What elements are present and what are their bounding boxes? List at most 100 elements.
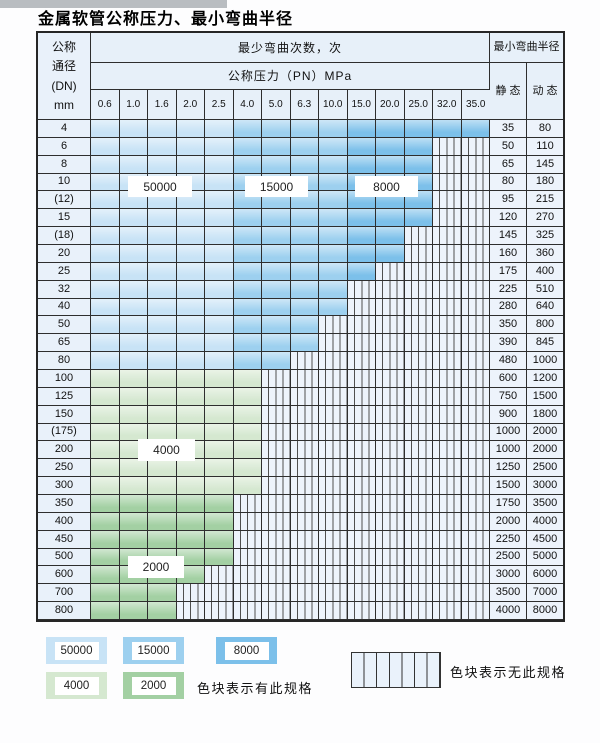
grid-cell-no-spec: [461, 280, 490, 299]
grid-cell-spec-available: [376, 245, 405, 263]
grid-cell-no-spec: [376, 316, 405, 335]
grid-cell-spec-available: [119, 405, 148, 424]
grid-cell-no-spec: [290, 477, 319, 495]
pressure-header-cell: 0.6: [91, 90, 120, 120]
dn-cell: 32: [38, 280, 91, 299]
grid-cell-spec-available: [376, 227, 405, 245]
grid-cell-spec-available: [176, 262, 205, 281]
grid-cell-no-spec: [433, 227, 462, 245]
grid-cell-no-spec: [347, 352, 376, 370]
grid-cell-spec-available: [205, 227, 234, 245]
pressure-header-cell: 20.0: [376, 90, 405, 120]
grid-cell-no-spec: [461, 316, 490, 335]
grid-cell-no-spec: [376, 280, 405, 299]
grid-cell-spec-available: [176, 298, 205, 317]
grid-cell-spec-available: [119, 530, 148, 549]
grid-cell-no-spec: [461, 566, 490, 585]
grid-cell-spec-available: [91, 209, 120, 228]
grid-cell-no-spec: [404, 316, 433, 335]
grid-cell-no-spec: [290, 459, 319, 478]
grid-cell-spec-available: [262, 298, 291, 317]
legend-swatch-4000: 4000: [46, 672, 107, 699]
grid-cell-spec-available: [148, 155, 177, 174]
grid-cell-no-spec: [404, 512, 433, 531]
dn-cell: 500: [38, 548, 91, 567]
grid-cell-spec-available: [91, 173, 120, 192]
dynamic-radius-cell: 270: [527, 209, 563, 228]
grid-cell-no-spec: [347, 566, 376, 585]
grid-cell-spec-available: [119, 298, 148, 317]
grid-cell-spec-available: [148, 459, 177, 478]
grid-cell-spec-available: [176, 120, 205, 138]
grid-cell-no-spec: [376, 387, 405, 406]
grid-cell-spec-available: [91, 495, 120, 513]
dn-header-line1: 公称: [51, 39, 76, 54]
static-radius-cell: 225: [490, 280, 527, 299]
dynamic-radius-cell: 180: [527, 173, 563, 192]
grid-cell-spec-available: [176, 405, 205, 424]
dn-cell: 200: [38, 441, 91, 460]
dn-cell: 250: [38, 459, 91, 478]
dn-cell: 700: [38, 584, 91, 603]
static-radius-cell: 35: [490, 120, 527, 138]
grid-cell-spec-available: [148, 495, 177, 513]
grid-cell-no-spec: [461, 405, 490, 424]
dynamic-radius-cell: 145: [527, 155, 563, 174]
grid-cell-spec-available: [176, 245, 205, 263]
dn-cell: (18): [38, 227, 91, 245]
grid-cell-spec-available: [91, 155, 120, 174]
grid-cell-no-spec: [433, 602, 462, 620]
grid-cell-no-spec: [347, 441, 376, 460]
grid-cell-no-spec: [347, 370, 376, 388]
grid-cell-spec-available: [319, 173, 348, 192]
pressure-header-cell: 35.0: [461, 90, 490, 120]
grid-cell-spec-available: [119, 120, 148, 138]
grid-cell-no-spec: [433, 191, 462, 210]
grid-cell-spec-available: [205, 137, 234, 156]
grid-cell-spec-available: [176, 334, 205, 353]
grid-cell-spec-available: [347, 120, 376, 138]
grid-cell-spec-available: [347, 245, 376, 263]
grid-cell-no-spec: [262, 566, 291, 585]
grid-cell-spec-available: [290, 245, 319, 263]
grid-cell-spec-available: [119, 584, 148, 603]
grid-cell-spec-available: [205, 477, 234, 495]
grid-cell-spec-available: [290, 316, 319, 335]
grid-cell-spec-available: [119, 334, 148, 353]
grid-cell-spec-available: [205, 298, 234, 317]
dn-cell: 600: [38, 566, 91, 585]
pressure-header-cell: 15.0: [347, 90, 376, 120]
grid-cell-no-spec: [376, 477, 405, 495]
grid-cell-no-spec: [290, 512, 319, 531]
dynamic-radius-cell: 2000: [527, 423, 563, 442]
static-radius-cell: 145: [490, 227, 527, 245]
grid-cell-no-spec: [433, 423, 462, 442]
grid-cell-no-spec: [433, 298, 462, 317]
static-radius-cell: 1000: [490, 441, 527, 460]
grid-cell-spec-available: [205, 530, 234, 549]
grid-cell-no-spec: [404, 298, 433, 317]
grid-cell-no-spec: [347, 459, 376, 478]
static-radius-cell: 1250: [490, 459, 527, 478]
grid-cell-spec-available: [290, 280, 319, 299]
grid-cell-no-spec: [376, 566, 405, 585]
dynamic-radius-cell: 1000: [527, 352, 563, 370]
grid-cell-spec-available: [91, 441, 120, 460]
grid-cell-spec-available: [148, 316, 177, 335]
dn-cell: 350: [38, 495, 91, 513]
grid-cell-spec-available: [148, 262, 177, 281]
grid-cell-no-spec: [262, 387, 291, 406]
static-header: 静 态: [490, 63, 527, 120]
static-radius-cell: 95: [490, 191, 527, 210]
grid-cell-no-spec: [347, 280, 376, 299]
pressure-table: 公称 通径 (DN) mm 最少弯曲次数，次 最小弯曲半径 公称压力（PN）MP…: [36, 31, 565, 622]
grid-cell-no-spec: [404, 280, 433, 299]
grid-cell-no-spec: [319, 584, 348, 603]
grid-cell-no-spec: [404, 227, 433, 245]
grid-cell-spec-available: [176, 477, 205, 495]
grid-cell-spec-available: [176, 495, 205, 513]
dn-cell: 6: [38, 137, 91, 156]
grid-cell-no-spec: [205, 566, 234, 585]
grid-cell-no-spec: [433, 280, 462, 299]
